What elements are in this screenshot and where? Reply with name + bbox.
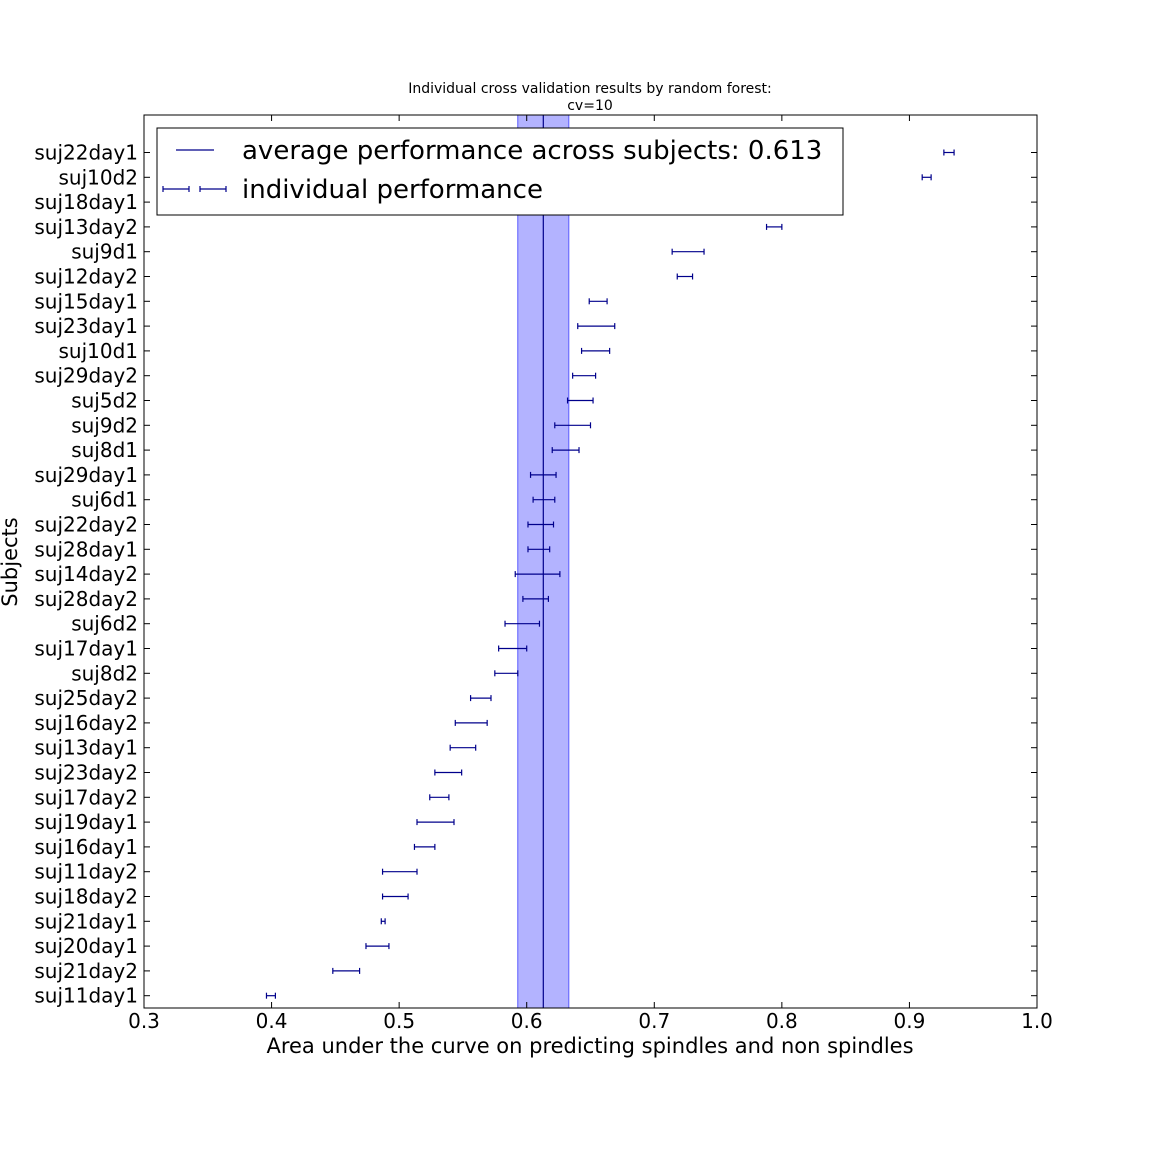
errorbar <box>765 223 783 230</box>
legend-errorbar-swatch <box>162 186 227 192</box>
errorbar <box>522 595 550 602</box>
y-tick-label: suj13day1 <box>34 736 138 760</box>
x-tick-label: 0.9 <box>894 1009 926 1033</box>
y-tick-label: suj17day2 <box>34 785 138 809</box>
errorbar <box>527 521 555 528</box>
errorbar <box>416 819 455 826</box>
y-tick-label: suj29day2 <box>34 364 138 388</box>
y-tick-group: suj22day1suj10d2suj18day1suj13day2suj9d1… <box>34 141 1037 1008</box>
errorbar <box>504 620 541 627</box>
y-tick-label: suj13day2 <box>34 215 138 239</box>
legend-individual-label: individual performance <box>242 175 543 205</box>
errorbar <box>551 447 580 454</box>
x-axis-label: Area under the curve on predicting spind… <box>266 1034 913 1058</box>
errorbar <box>380 918 386 925</box>
y-tick-label: suj25day2 <box>34 686 138 710</box>
y-tick-label: suj10d2 <box>58 165 138 189</box>
errorbar <box>514 571 561 578</box>
y-tick-label: suj19day1 <box>34 810 138 834</box>
y-tick-label: suj6d2 <box>71 612 138 636</box>
y-tick-label: suj16day1 <box>34 835 138 859</box>
y-tick-label: suj11day2 <box>34 860 138 884</box>
y-tick-label: suj22day2 <box>34 513 138 537</box>
y-tick-label: suj15day1 <box>34 289 138 313</box>
plot-frame <box>143 114 1038 1009</box>
y-tick-label: suj16day2 <box>34 711 138 735</box>
x-tick-label: 0.3 <box>128 1009 160 1033</box>
y-tick-label: suj21day2 <box>34 959 138 983</box>
errorbar <box>429 794 450 801</box>
chart-subtitle: cv=10 <box>567 98 613 114</box>
errorbar <box>588 298 608 305</box>
errorbar <box>469 695 492 702</box>
errorbar <box>449 744 477 751</box>
errorbar <box>572 372 597 379</box>
errorbar <box>494 670 519 677</box>
legend-frame <box>156 127 844 216</box>
y-tick-label: suj5d2 <box>71 389 138 413</box>
errorbar <box>498 645 528 652</box>
errorbar <box>671 248 705 255</box>
y-tick-label: suj20day1 <box>34 934 138 958</box>
errorbar <box>265 992 276 999</box>
errorbar <box>381 893 409 900</box>
errorbar <box>921 174 932 181</box>
y-tick-label: suj21day1 <box>34 909 138 933</box>
legend-average-label: average performance across subjects: 0.6… <box>242 136 822 166</box>
x-tick-label: 0.5 <box>383 1009 415 1033</box>
y-tick-label: suj10d1 <box>58 339 138 363</box>
errorbar <box>434 769 463 776</box>
errorbar <box>566 397 594 404</box>
y-tick-label: suj18day2 <box>34 885 138 909</box>
errorbar <box>527 546 551 553</box>
errorbar <box>554 422 592 429</box>
chart-title: Individual cross validation results by r… <box>408 81 772 97</box>
errorbar-group <box>265 149 955 999</box>
errorbar <box>365 943 390 950</box>
x-tick-label: 0.7 <box>638 1009 670 1033</box>
y-tick-label: suj17day1 <box>34 637 138 661</box>
x-tick-label: 0.6 <box>511 1009 543 1033</box>
errorbar <box>580 347 611 354</box>
y-tick-label: suj9d2 <box>71 413 138 437</box>
y-tick-label: suj28day1 <box>34 537 138 561</box>
y-tick-label: suj14day2 <box>34 562 138 586</box>
errorbar <box>943 149 955 156</box>
x-tick-group: 0.3 0.4 0.5 0.6 0.7 0.8 0.9 1.0 <box>128 115 1053 1033</box>
y-tick-label: suj6d1 <box>71 488 138 512</box>
y-tick-label: suj9d1 <box>71 240 138 264</box>
y-tick-label: suj22day1 <box>34 141 138 165</box>
y-tick-label: suj8d2 <box>71 661 138 685</box>
errorbar <box>454 719 488 726</box>
y-tick-label: suj8d1 <box>71 438 138 462</box>
errorbar <box>532 496 556 503</box>
x-tick-label: 0.8 <box>766 1009 798 1033</box>
errorbar <box>529 471 557 478</box>
errorbar <box>413 843 436 850</box>
y-tick-label: suj23day1 <box>34 314 138 338</box>
errorbar <box>676 273 694 280</box>
x-tick-label: 1.0 <box>1021 1009 1053 1033</box>
y-tick-label: suj12day2 <box>34 265 138 289</box>
y-axis-label: Subjects <box>0 517 22 606</box>
y-tick-label: suj28day2 <box>34 587 138 611</box>
y-tick-label: suj29day1 <box>34 463 138 487</box>
errorbar <box>332 967 361 974</box>
y-tick-label: suj23day2 <box>34 761 138 785</box>
y-tick-label: suj18day1 <box>34 190 138 214</box>
y-tick-label: suj11day1 <box>34 984 138 1008</box>
x-tick-label: 0.4 <box>256 1009 288 1033</box>
legend: average performance across subjects: 0.6… <box>156 127 844 216</box>
errorbar <box>381 868 418 875</box>
errorbar <box>577 323 616 330</box>
